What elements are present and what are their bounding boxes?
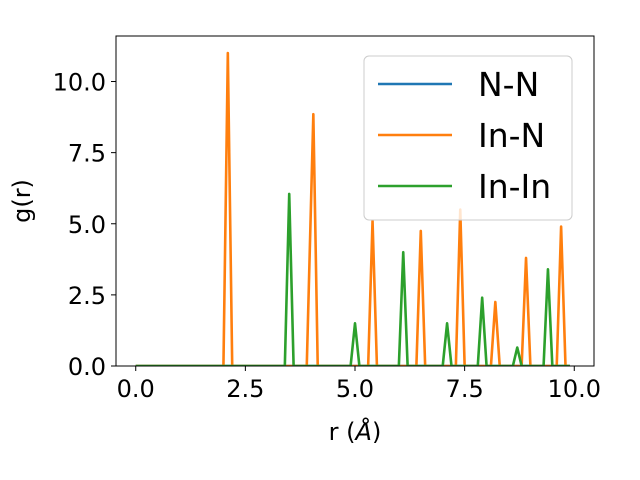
y-axis-label: g(r) xyxy=(8,179,36,223)
series-layer xyxy=(135,51,570,366)
series-line-in-in xyxy=(135,192,570,366)
x-tick-label: 2.5 xyxy=(226,375,264,403)
y-tick-label: 2.5 xyxy=(68,282,106,310)
ticks-layer: 0.0 2.5 5.0 7.5 10.0 0.0 2.5 5.0 7.5 10.0 xyxy=(53,69,601,403)
x-axis-label-unit: Å xyxy=(354,417,372,446)
x-tick-label: 10.0 xyxy=(548,375,601,403)
legend-label: N-N xyxy=(478,65,539,104)
y-tick-label: 10.0 xyxy=(53,69,106,97)
legend: N-N In-N In-In xyxy=(363,55,573,221)
series-line-in-n xyxy=(135,51,570,366)
x-axis-label: r (Å) xyxy=(329,417,382,446)
x-tick-label: 7.5 xyxy=(446,375,484,403)
y-tick-label: 5.0 xyxy=(68,211,106,239)
x-tick-label: 0.0 xyxy=(117,375,155,403)
x-axis-label-base: r ( xyxy=(329,418,356,446)
x-tick-label: 5.0 xyxy=(336,375,374,403)
legend-label: In-N xyxy=(478,116,545,155)
y-tick-label: 0.0 xyxy=(68,353,106,381)
legend-label: In-In xyxy=(478,167,551,206)
y-tick-label: 7.5 xyxy=(68,140,106,168)
x-axis-label-end: ) xyxy=(372,418,381,446)
legend-box xyxy=(363,55,573,221)
